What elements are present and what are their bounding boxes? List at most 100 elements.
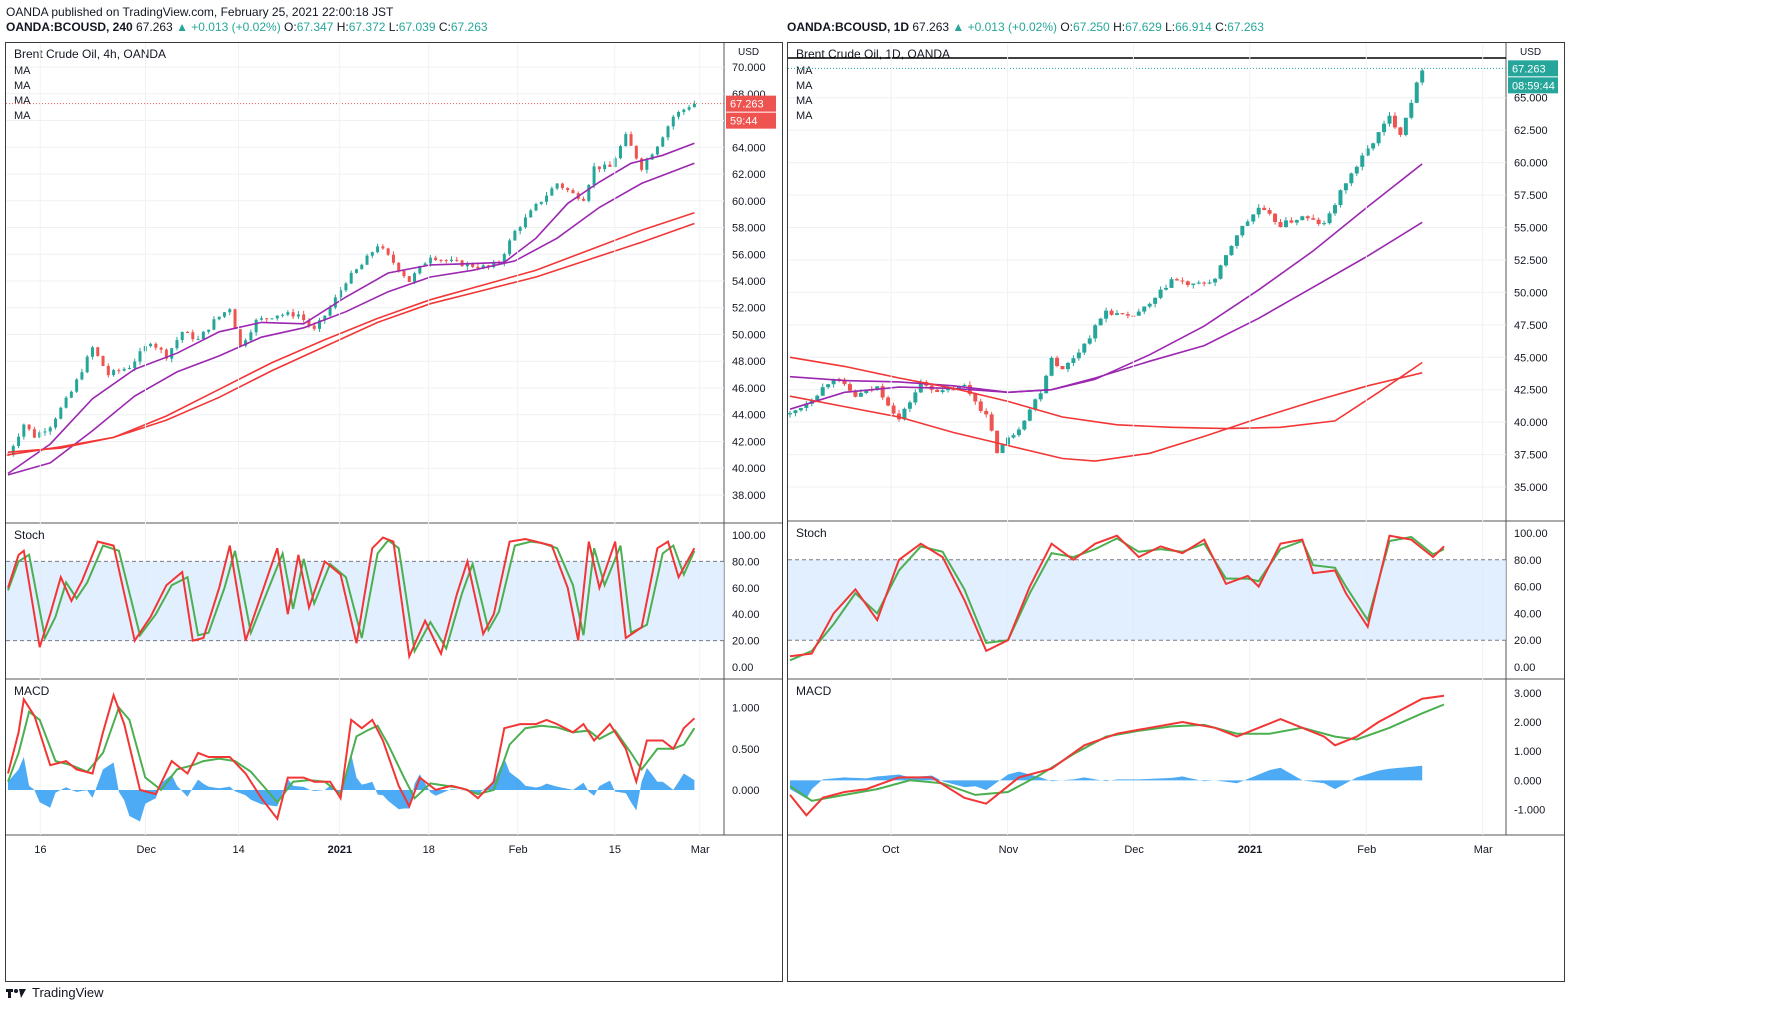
countdown-badge [1508,77,1558,94]
candle-body [560,183,564,189]
candle-body [1109,310,1114,315]
chart-title: Brent Crude Oil, 4h, OANDA [14,47,166,61]
countdown-label: 59:44 [730,116,758,128]
price-tick-label: 44.000 [732,410,766,422]
candle-body [471,263,475,267]
candle-body [1300,216,1305,221]
candle-body [534,203,538,211]
ma-legend-label: MA [796,80,813,92]
candle-body [492,262,496,268]
candle-body [1224,255,1228,266]
candle-body [1305,216,1310,219]
stoch-tick-label: 0.00 [1514,662,1535,674]
macd-label: MACD [14,684,50,698]
candle-body [1387,115,1392,124]
time-tick-label: Mar [1474,844,1493,856]
candle-body [1349,173,1354,184]
candle-body [349,272,353,284]
price-tick-label: 58.000 [732,223,766,235]
left-last: 67.263 [136,20,173,34]
price-tick-label: 60.000 [732,196,766,208]
stoch-tick-label: 80.00 [1514,555,1542,567]
stoch-k-line [7,536,696,661]
candle-body [122,368,126,371]
price-pane: 70.00068.00066.00064.00062.00060.00058.0… [6,47,776,502]
candle-body [995,430,1000,453]
candle-body [984,410,989,415]
candle-body [692,103,696,108]
moving-average-line [7,222,695,456]
left-open: 67.347 [296,20,334,34]
macd-pane: 1.000 0.500 0.000 MACD [7,684,760,822]
candle-body [1065,362,1070,370]
macd-tick-label: 0.000 [1514,775,1542,787]
candle-body [106,365,110,376]
candle-body [853,390,858,397]
moving-average-line [789,356,1423,430]
candle-body [381,246,385,249]
macd-histogram [8,754,695,822]
candle-body [275,315,279,319]
candle-body [1343,183,1348,191]
candle-body [891,405,896,414]
candle-body [360,264,364,270]
candle-body [1409,102,1414,118]
candle-body [539,201,543,204]
price-tick-label: 52.500 [1514,255,1548,267]
candle-body [402,270,406,277]
candle-body [281,314,285,316]
left-high: 67.372 [348,20,386,34]
candle-body [439,259,443,261]
stoch-label: Stoch [796,526,827,540]
candle-body [880,386,885,398]
chart-1d-panel[interactable]: 65.000 62.500 60.000 57.500 55.000 52.500 50.0… [787,42,1565,982]
candle-body [597,166,601,170]
macd-tick-label: 3.000 [1514,688,1542,700]
candle-body [233,309,237,330]
candle-body [1392,115,1397,128]
price-pane: 65.000 62.500 60.000 57.500 55.000 52.500 50.0… [788,47,1558,494]
time-tick-label: Feb [1357,844,1376,856]
macd-tick-label: 1.000 [732,703,760,715]
chart-4h-svg[interactable]: 70.00068.00066.00064.00062.00060.00058.0… [6,43,782,981]
right-symbol-line: OANDA:BCOUSD, 1D 67.263 ▲ +0.013 (+0.02%… [787,20,1264,34]
candle-body [222,312,226,317]
right-last: 67.263 [912,20,950,34]
candle-body [238,329,242,346]
candle-body [1087,338,1092,344]
candle-body [69,391,73,398]
candle-body [655,146,659,155]
candle-body [1038,393,1043,400]
candle-body [1278,221,1283,228]
time-tick-label: 2021 [328,844,352,856]
candle-body [687,107,691,110]
countdown-label: 08:59:44 [1512,80,1555,92]
candle-body [376,246,380,253]
chart-1d-svg[interactable]: 65.000 62.500 60.000 57.500 55.000 52.500 50.0… [788,43,1564,981]
ma-legend-label: MA [796,65,813,77]
candle-body [191,332,195,340]
candle-body [397,262,401,271]
moving-average-line [7,162,695,476]
candle-body [1055,357,1060,367]
price-tick-label: 54.000 [732,276,766,288]
candle-body [423,263,427,267]
candle-body [133,361,137,369]
candle-body [826,384,831,388]
ma-legend-label: MA [796,95,813,107]
candle-body [1076,352,1081,359]
candle-body [1240,225,1245,236]
price-tick-label: 65.000 [1514,93,1548,105]
candle-body [650,154,654,160]
candle-body [886,397,891,406]
price-tick-label: 56.000 [732,249,766,261]
tradingview-logo-icon [6,988,26,998]
candle-body [1071,358,1076,363]
candle-body [508,240,512,255]
right-open: 67.250 [1073,20,1110,34]
stoch-k-line [789,534,1445,658]
candle-body [1098,318,1103,326]
ma-legend-label: MA [14,65,31,77]
chart-4h-panel[interactable]: 70.00068.00066.00064.00062.00060.00058.0… [5,42,783,982]
candle-body [1011,435,1016,438]
